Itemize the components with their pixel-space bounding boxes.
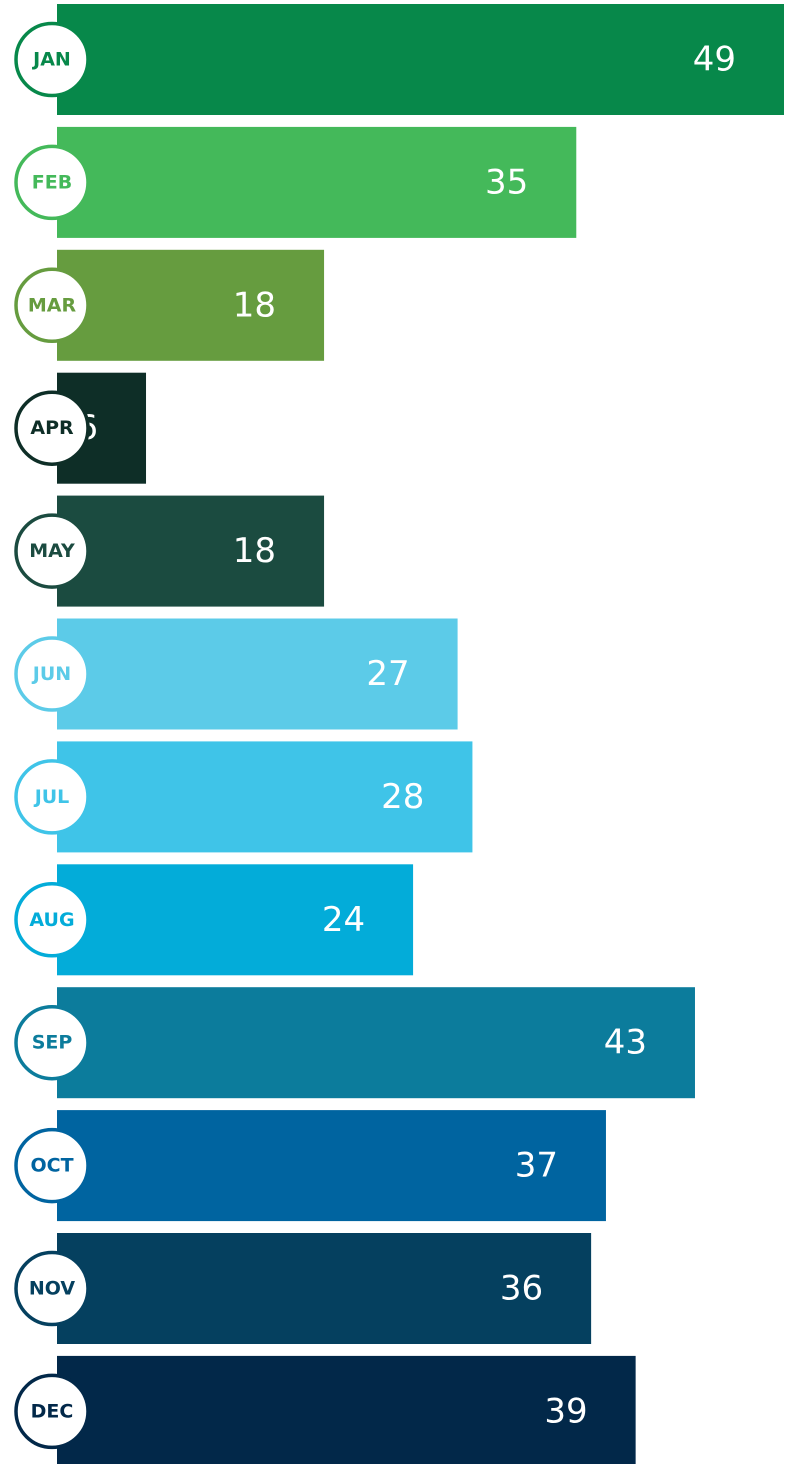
category-label: JAN [31, 49, 71, 71]
month-badge [14, 1250, 90, 1327]
category-label: SEP [32, 1032, 73, 1054]
category-label: NOV [29, 1278, 76, 1300]
month-badge [14, 1127, 90, 1204]
category-label: DEC [31, 1400, 74, 1422]
bar [57, 618, 458, 730]
category-label: MAY [29, 540, 75, 562]
value-label: 24 [322, 900, 365, 940]
category-label: OCT [30, 1155, 73, 1177]
month-badge [14, 267, 90, 344]
month-badge [14, 759, 90, 835]
bar [57, 864, 414, 976]
value-label: 49 [693, 40, 736, 80]
value-label: 37 [515, 1146, 558, 1186]
month-badge [14, 390, 90, 466]
value-label: 43 [604, 1023, 647, 1063]
month-badge [14, 1004, 90, 1081]
category-label: AUG [29, 909, 74, 931]
bar [57, 1110, 606, 1222]
month-badge [14, 513, 90, 589]
category-label: FEB [32, 171, 72, 193]
bar [57, 126, 577, 238]
category-label: APR [30, 417, 74, 439]
bar [57, 249, 325, 361]
bar [57, 4, 784, 115]
month-badge [14, 21, 90, 98]
category-label: JUN [31, 663, 71, 685]
value-label: 35 [485, 162, 528, 202]
month-badge [14, 636, 90, 712]
value-label: 18 [233, 285, 276, 325]
month-badge [14, 882, 90, 958]
month-badge [14, 1373, 90, 1450]
category-label: MAR [28, 294, 77, 316]
bar [57, 987, 695, 1099]
category-label: JUL [33, 786, 70, 808]
value-label: 36 [500, 1269, 543, 1309]
bar [57, 741, 473, 853]
value-label: 27 [366, 654, 409, 694]
month-badge [14, 144, 90, 221]
value-label: 18 [233, 531, 276, 571]
bar [57, 1233, 592, 1344]
bar [57, 495, 325, 607]
value-label: 39 [544, 1391, 587, 1431]
bar [57, 1355, 636, 1464]
value-label: 28 [381, 777, 424, 817]
